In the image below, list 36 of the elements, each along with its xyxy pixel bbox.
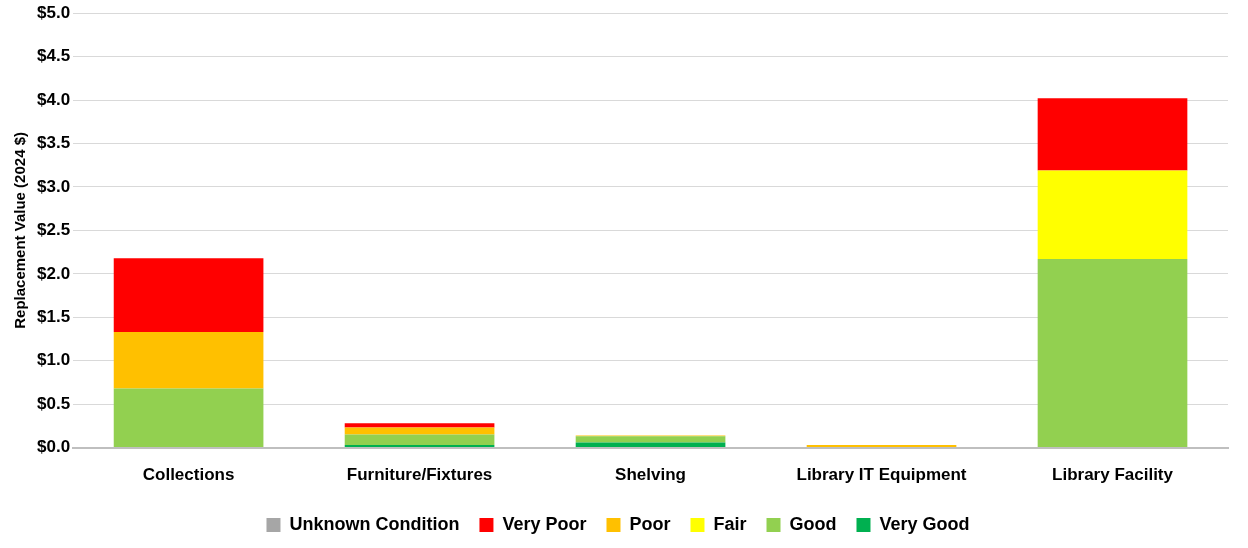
bar xyxy=(1037,98,1188,171)
bar xyxy=(575,436,726,443)
y-tick-label: $1.0 xyxy=(36,350,71,370)
legend-label: Poor xyxy=(629,513,671,534)
bar xyxy=(344,423,495,428)
y-tick-label: $3.0 xyxy=(36,176,71,196)
x-tick-label: Library IT Equipment xyxy=(796,465,967,485)
bar xyxy=(113,258,264,333)
y-tick-label: $2.5 xyxy=(36,220,71,240)
legend-label: Fair xyxy=(713,513,747,534)
x-tick-label: Collections xyxy=(142,465,235,485)
bar xyxy=(1037,170,1188,260)
legend-label: Very Good xyxy=(879,513,970,534)
legend-label: Good xyxy=(789,513,837,534)
legend-label: Very Poor xyxy=(502,513,587,534)
bar xyxy=(344,427,495,435)
bar xyxy=(344,434,495,445)
y-tick-label: $3.5 xyxy=(36,133,71,153)
y-tick-label: $1.5 xyxy=(36,306,71,326)
y-tick-label: $5.0 xyxy=(36,2,71,22)
x-tick-label: Shelving xyxy=(615,465,686,485)
bar xyxy=(344,444,495,448)
y-tick-label: $4.0 xyxy=(36,89,71,109)
y-axis-title: Replacement Value (2024 $) xyxy=(11,132,29,329)
y-tick-label: $0.5 xyxy=(36,393,71,413)
x-tick-label: Furniture/Fixtures xyxy=(346,465,493,485)
y-tick-label: $0.0 xyxy=(36,437,71,457)
legend-label: Unknown Condition xyxy=(289,513,460,534)
bar xyxy=(575,442,726,448)
y-tick-label: $4.5 xyxy=(36,46,71,66)
bar xyxy=(806,444,957,448)
y-tick-label: $2.0 xyxy=(36,263,71,283)
x-tick-label: Library Facility xyxy=(1052,465,1174,485)
bar xyxy=(113,388,264,448)
bar xyxy=(1037,259,1188,448)
bar xyxy=(113,332,264,389)
